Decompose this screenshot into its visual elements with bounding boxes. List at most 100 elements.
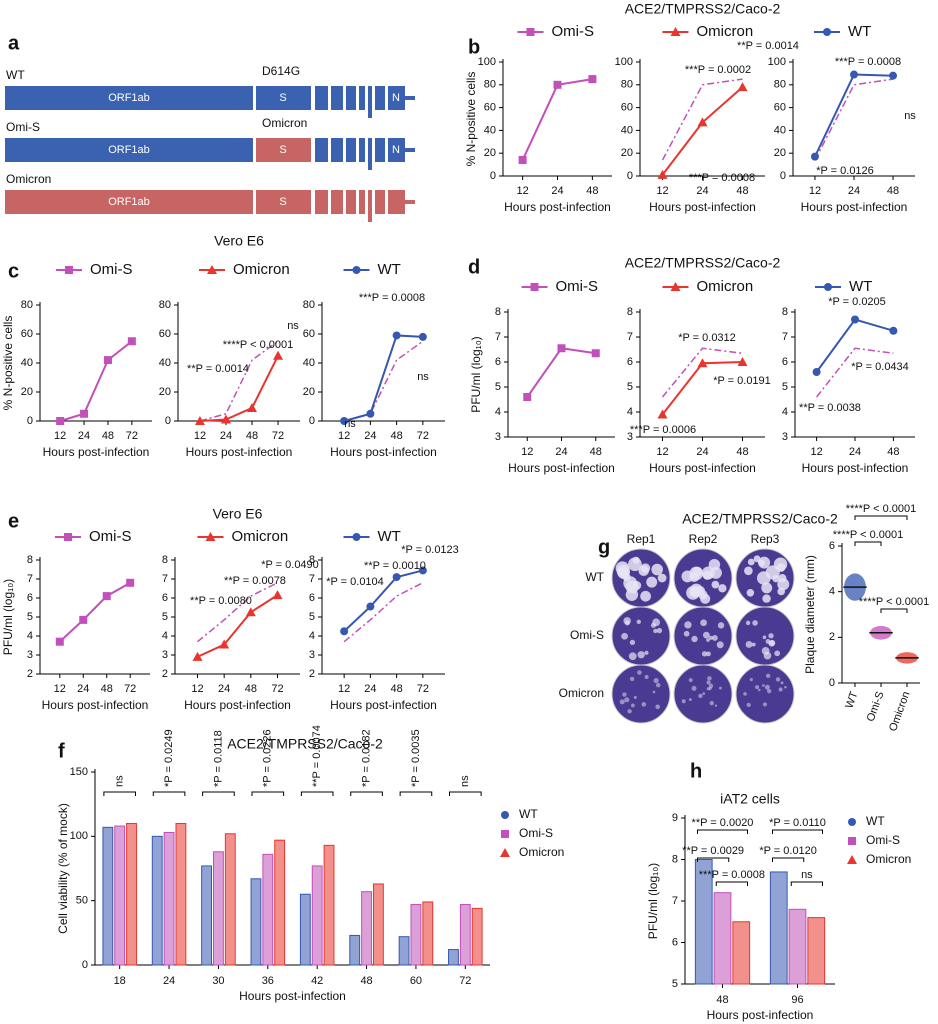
plaque-spot bbox=[644, 675, 649, 680]
y-tick-label: 20 bbox=[21, 386, 33, 398]
column-label: Rep3 bbox=[751, 532, 780, 546]
plaque-spot bbox=[633, 695, 637, 699]
x-axis-label: Hours post-infection bbox=[504, 200, 611, 214]
data-point bbox=[523, 393, 532, 401]
plaque-spot bbox=[744, 566, 753, 576]
significance-label: **P = 0.0014 bbox=[737, 40, 799, 52]
plaque-spot bbox=[717, 622, 725, 629]
plaque-spot bbox=[711, 635, 718, 641]
y-tick-label: 3 bbox=[162, 649, 168, 661]
legend-label: Omi-S bbox=[556, 278, 599, 295]
data-point bbox=[850, 70, 858, 79]
legend-label: Omicron bbox=[519, 845, 564, 859]
x-tick-label: 24 bbox=[551, 185, 563, 197]
x-axis-label: Hours post-infection bbox=[43, 445, 150, 459]
y-tick-label: 6 bbox=[782, 356, 788, 368]
plaque-spot bbox=[637, 670, 642, 675]
plaque-spot bbox=[638, 565, 649, 577]
significance-label: ***P = 0.0008 bbox=[699, 869, 765, 881]
y-tick-label: 20 bbox=[159, 386, 171, 398]
x-tick-label: 12 bbox=[810, 446, 822, 458]
legend-marker bbox=[526, 28, 535, 36]
bar bbox=[459, 904, 471, 966]
x-tick-label: 12 bbox=[54, 430, 66, 442]
column-label: Rep1 bbox=[627, 532, 656, 546]
plaque-spot bbox=[714, 704, 718, 707]
plaque-spot bbox=[780, 681, 784, 685]
legend-label: Omi-S bbox=[552, 23, 595, 40]
y-tick-label: 2 bbox=[309, 668, 315, 680]
plaque-spot bbox=[689, 583, 703, 597]
x-tick-label: 24 bbox=[555, 446, 567, 458]
bar bbox=[361, 891, 372, 966]
x-tick-label: 48 bbox=[586, 185, 598, 197]
plaque-spot bbox=[650, 622, 657, 628]
x-tick-label: 48 bbox=[716, 994, 728, 1006]
bar bbox=[372, 883, 384, 966]
series-line bbox=[197, 594, 279, 658]
y-tick-label: 9 bbox=[672, 812, 678, 824]
bar bbox=[114, 825, 126, 966]
plaque-spot bbox=[629, 639, 636, 646]
x-tick-label: 24 bbox=[220, 430, 232, 442]
bar bbox=[471, 907, 483, 966]
x-tick-label: 48 bbox=[390, 430, 402, 442]
y-tick-label: 5 bbox=[309, 611, 315, 623]
plaque-spot bbox=[716, 641, 724, 649]
legend-label: Omicron bbox=[232, 528, 289, 545]
plaque-spot bbox=[758, 559, 765, 567]
y-tick-label: 8 bbox=[27, 554, 33, 566]
reference-line bbox=[343, 582, 424, 643]
y-tick-label: 100 bbox=[478, 56, 496, 68]
y-tick-label: 0 bbox=[309, 415, 315, 427]
significance-label: *P = 0.0118 bbox=[212, 730, 224, 787]
data-point bbox=[812, 368, 821, 376]
plaque-spot bbox=[706, 680, 711, 685]
y-tick-label: 7 bbox=[27, 573, 33, 585]
gene-blocks bbox=[315, 86, 415, 118]
chart-title: ACE2/TMPRSS2/Caco-2 bbox=[682, 511, 838, 527]
plaque-spot bbox=[691, 685, 697, 691]
s-label: S bbox=[279, 144, 286, 156]
data-point bbox=[55, 637, 64, 646]
row-label: Omicron bbox=[6, 172, 51, 186]
legend-label: WT bbox=[848, 23, 871, 40]
plaque-spot bbox=[708, 635, 713, 640]
x-tick-label: 72 bbox=[272, 430, 284, 442]
legend-marker bbox=[501, 811, 509, 819]
significance-label: **P = 0.0074 bbox=[311, 725, 323, 787]
plaque-spot bbox=[644, 650, 649, 655]
y-tick-label: 20 bbox=[484, 147, 496, 159]
x-tick-label: 48 bbox=[590, 446, 602, 458]
s-label: S bbox=[279, 196, 286, 208]
significance-label: *P = 0.0191 bbox=[713, 375, 771, 387]
data-point bbox=[219, 639, 230, 649]
significance-bracket bbox=[772, 829, 823, 834]
n-label: N bbox=[392, 92, 400, 104]
row-label: Omicron bbox=[559, 686, 604, 700]
s-block bbox=[256, 190, 311, 214]
mutation-label: D614G bbox=[262, 64, 300, 78]
plaque-spot bbox=[762, 594, 771, 603]
significance-label: ns bbox=[417, 371, 429, 383]
data-point bbox=[697, 117, 708, 127]
plaque-spot bbox=[751, 642, 756, 647]
orf-label: ORF1ab bbox=[108, 92, 150, 104]
data-point bbox=[553, 80, 562, 89]
bar bbox=[201, 865, 213, 966]
plaque-spot bbox=[655, 704, 661, 710]
plaque-spot bbox=[747, 558, 755, 566]
plaque-spot bbox=[778, 687, 783, 692]
plaque-spot bbox=[701, 651, 708, 657]
plaque-spot bbox=[689, 566, 704, 581]
reference-line bbox=[197, 582, 278, 643]
x-axis-label: Hours post-infection bbox=[801, 200, 908, 214]
series-line bbox=[526, 347, 596, 398]
x-tick-label: 12 bbox=[338, 430, 350, 442]
plaque-spot bbox=[688, 678, 693, 683]
significance-bracket bbox=[880, 608, 908, 613]
y-axis-label: % N-positive cells bbox=[1, 316, 15, 411]
y-tick-label: 6 bbox=[495, 356, 501, 368]
plaque-spot bbox=[622, 692, 627, 697]
significance-bracket bbox=[300, 791, 334, 796]
